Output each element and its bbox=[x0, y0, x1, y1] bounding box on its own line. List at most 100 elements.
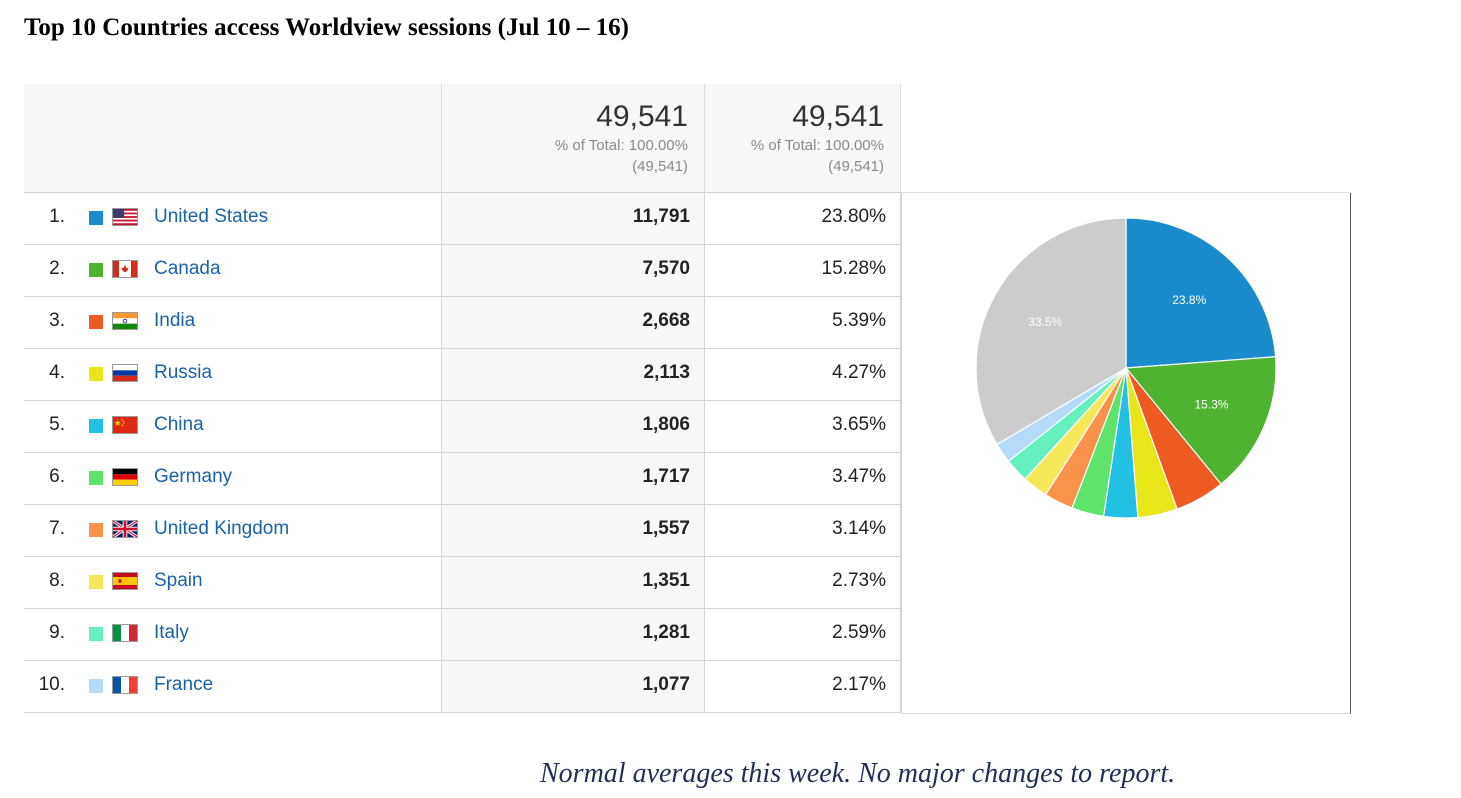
metric-percent-of-total: % of Total: 100.00% bbox=[750, 137, 884, 154]
percent-value: 3.65% bbox=[832, 414, 886, 435]
series-color-swatch bbox=[89, 627, 103, 641]
table-row: 5. China 1,806 3.65% bbox=[24, 401, 901, 453]
row-index: 10. bbox=[38, 674, 65, 695]
country-link[interactable]: United States bbox=[154, 206, 269, 227]
india-flag-icon bbox=[112, 312, 138, 330]
sessions-cell: 1,351 bbox=[442, 557, 705, 608]
sessions-value: 1,351 bbox=[642, 570, 690, 591]
metric-header-sessions: 49,541 % of Total: 100.00% (49,541) bbox=[442, 84, 705, 193]
percent-cell: 15.28% bbox=[705, 245, 901, 296]
sessions-cell: 1,557 bbox=[442, 505, 705, 556]
pie-slice-label: 33.5% bbox=[1028, 315, 1062, 329]
country-link[interactable]: Italy bbox=[154, 622, 189, 643]
series-color-swatch bbox=[89, 263, 103, 277]
country-link[interactable]: China bbox=[154, 414, 204, 435]
metric-header-contribution: 49,541 % of Total: 100.00% (49,541) bbox=[705, 84, 901, 193]
sessions-cell: 2,113 bbox=[442, 349, 705, 400]
pie-slice-label: 15.3% bbox=[1194, 398, 1228, 412]
metric-absolute-total: (49,541) bbox=[632, 158, 688, 175]
spain-flag-icon bbox=[112, 572, 138, 590]
series-color-swatch bbox=[89, 419, 103, 433]
sessions-cell: 11,791 bbox=[442, 193, 705, 244]
country-link[interactable]: Spain bbox=[154, 570, 203, 591]
dimension-header bbox=[24, 84, 442, 193]
row-index: 4. bbox=[49, 362, 65, 383]
pie-slice-united-states[interactable] bbox=[1125, 217, 1277, 369]
pie-slice-canada[interactable] bbox=[1124, 356, 1277, 485]
dimension-cell: 6. Germany bbox=[24, 453, 442, 504]
row-index: 8. bbox=[49, 570, 65, 591]
table-row: 9. Italy 1,281 2.59% bbox=[24, 609, 901, 661]
footnote: Normal averages this week. No major chan… bbox=[540, 758, 1176, 789]
row-index: 5. bbox=[49, 414, 65, 435]
country-link[interactable]: United Kingdom bbox=[154, 518, 290, 539]
italy-flag-icon bbox=[112, 624, 138, 642]
sessions-cell: 1,281 bbox=[442, 609, 705, 660]
country-link[interactable]: Canada bbox=[154, 258, 221, 279]
dimension-cell: 3. India bbox=[24, 297, 442, 348]
row-index: 3. bbox=[49, 310, 65, 331]
row-index: 9. bbox=[49, 622, 65, 643]
percent-value: 4.27% bbox=[832, 362, 886, 383]
metric-percent-of-total: % of Total: 100.00% bbox=[554, 137, 688, 154]
dimension-cell: 10. France bbox=[24, 661, 442, 712]
table-row: 3. India 2,668 5.39% bbox=[24, 297, 901, 349]
sessions-value: 2,668 bbox=[642, 310, 690, 331]
dimension-cell: 4. Russia bbox=[24, 349, 442, 400]
report-table: 49,541 % of Total: 100.00% (49,541) 49,5… bbox=[24, 84, 1351, 714]
series-color-swatch bbox=[89, 367, 103, 381]
country-link[interactable]: India bbox=[154, 310, 196, 331]
metric-total: 49,541 bbox=[792, 100, 884, 133]
sessions-value: 1,281 bbox=[642, 622, 690, 643]
table-row: 7. United Kingdom 1,557 3.14% bbox=[24, 505, 901, 557]
germany-flag-icon bbox=[112, 468, 138, 486]
table-row: 4. Russia 2,113 4.27% bbox=[24, 349, 901, 401]
sessions-cell: 2,668 bbox=[442, 297, 705, 348]
dimension-cell: 5. China bbox=[24, 401, 442, 452]
sessions-value: 1,557 bbox=[642, 518, 690, 539]
percent-value: 3.47% bbox=[832, 466, 886, 487]
dimension-cell: 2. Canada bbox=[24, 245, 442, 296]
dimension-cell: 9. Italy bbox=[24, 609, 442, 660]
country-link[interactable]: Germany bbox=[154, 466, 233, 487]
us-flag-icon bbox=[112, 208, 138, 226]
dimension-cell: 8. Spain bbox=[24, 557, 442, 608]
series-color-swatch bbox=[89, 471, 103, 485]
percent-cell: 3.65% bbox=[705, 401, 901, 452]
percent-value: 2.59% bbox=[832, 622, 886, 643]
sessions-value: 1,806 bbox=[642, 414, 690, 435]
sessions-cell: 7,570 bbox=[442, 245, 705, 296]
sessions-value: 2,113 bbox=[643, 362, 691, 383]
country-link[interactable]: France bbox=[154, 674, 214, 695]
percent-value: 23.80% bbox=[821, 206, 886, 227]
percent-cell: 3.14% bbox=[705, 505, 901, 556]
sessions-value: 7,570 bbox=[642, 258, 690, 279]
percent-cell: 2.17% bbox=[705, 661, 901, 712]
metric-absolute-total: (49,541) bbox=[828, 158, 884, 175]
country-link[interactable]: Russia bbox=[154, 362, 213, 383]
series-color-swatch bbox=[89, 523, 103, 537]
pie-chart-panel: 23.8% 15.3% 33.5% bbox=[901, 193, 1351, 714]
row-index: 1. bbox=[49, 206, 65, 227]
percent-cell: 3.47% bbox=[705, 453, 901, 504]
dimension-cell: 7. United Kingdom bbox=[24, 505, 442, 556]
sessions-cell: 1,717 bbox=[442, 453, 705, 504]
percent-cell: 4.27% bbox=[705, 349, 901, 400]
france-flag-icon bbox=[112, 676, 138, 694]
sessions-cell: 1,806 bbox=[442, 401, 705, 452]
table-row: 1. United States 11,791 23.80% bbox=[24, 193, 901, 245]
percent-cell: 2.59% bbox=[705, 609, 901, 660]
sessions-cell: 1,077 bbox=[442, 661, 705, 712]
sessions-value: 11,791 bbox=[632, 206, 690, 227]
table-row: 2. Canada 7,570 15.28% bbox=[24, 245, 901, 297]
pie-slice-other[interactable] bbox=[975, 217, 1127, 446]
series-color-swatch bbox=[89, 575, 103, 589]
percent-value: 2.17% bbox=[832, 674, 886, 695]
metric-total: 49,541 bbox=[596, 100, 688, 133]
percent-cell: 2.73% bbox=[705, 557, 901, 608]
table-row: 10. France 1,077 2.17% bbox=[24, 661, 901, 713]
table-row: 6. Germany 1,717 3.47% bbox=[24, 453, 901, 505]
percent-cell: 23.80% bbox=[705, 193, 901, 244]
sessions-value: 1,077 bbox=[642, 674, 690, 695]
sessions-value: 1,717 bbox=[642, 466, 690, 487]
